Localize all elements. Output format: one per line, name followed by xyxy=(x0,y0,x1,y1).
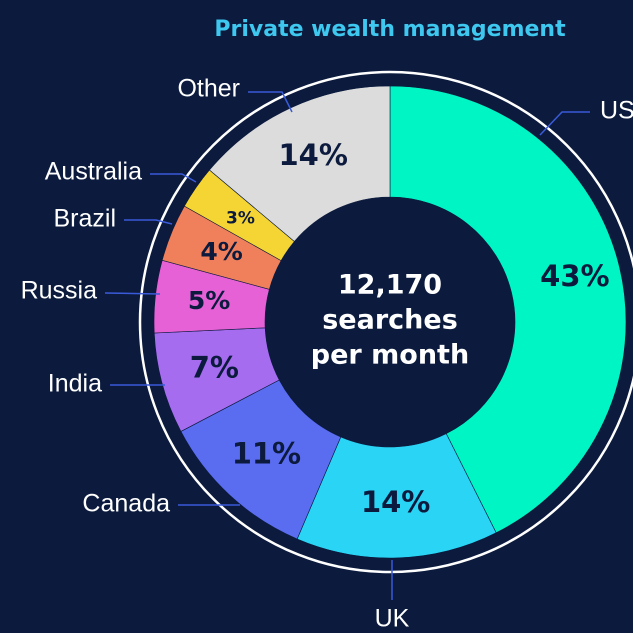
leader-line xyxy=(104,292,161,295)
value-label: 14% xyxy=(361,485,430,519)
value-label: 7% xyxy=(190,351,239,385)
donut-slice xyxy=(296,433,497,559)
center-label: per month xyxy=(311,340,469,371)
category-label: UK xyxy=(375,605,410,633)
leader-line xyxy=(150,173,197,183)
donut-slice xyxy=(389,85,627,534)
category-label: Canada xyxy=(82,490,170,518)
category-label: Australia xyxy=(45,158,142,186)
value-label: 4% xyxy=(200,237,242,266)
leader-line xyxy=(248,91,293,113)
leader-line xyxy=(539,111,590,136)
center-label: 12,170 xyxy=(338,270,442,301)
category-label: Russia xyxy=(21,277,98,305)
value-label: 43% xyxy=(540,259,609,293)
category-label: Other xyxy=(177,75,240,103)
leader-line xyxy=(124,219,173,225)
donut-slice xyxy=(209,85,391,242)
value-label: 14% xyxy=(279,138,348,172)
value-label: 5% xyxy=(188,286,230,315)
category-label: US xyxy=(600,97,633,125)
value-label: 11% xyxy=(232,437,301,471)
chart-title: Private wealth management xyxy=(214,17,566,42)
outer-ring xyxy=(138,70,633,574)
center-label: searches xyxy=(322,305,458,336)
category-label: India xyxy=(48,370,102,398)
value-label: 3% xyxy=(226,208,255,228)
category-label: Brazil xyxy=(53,205,116,233)
